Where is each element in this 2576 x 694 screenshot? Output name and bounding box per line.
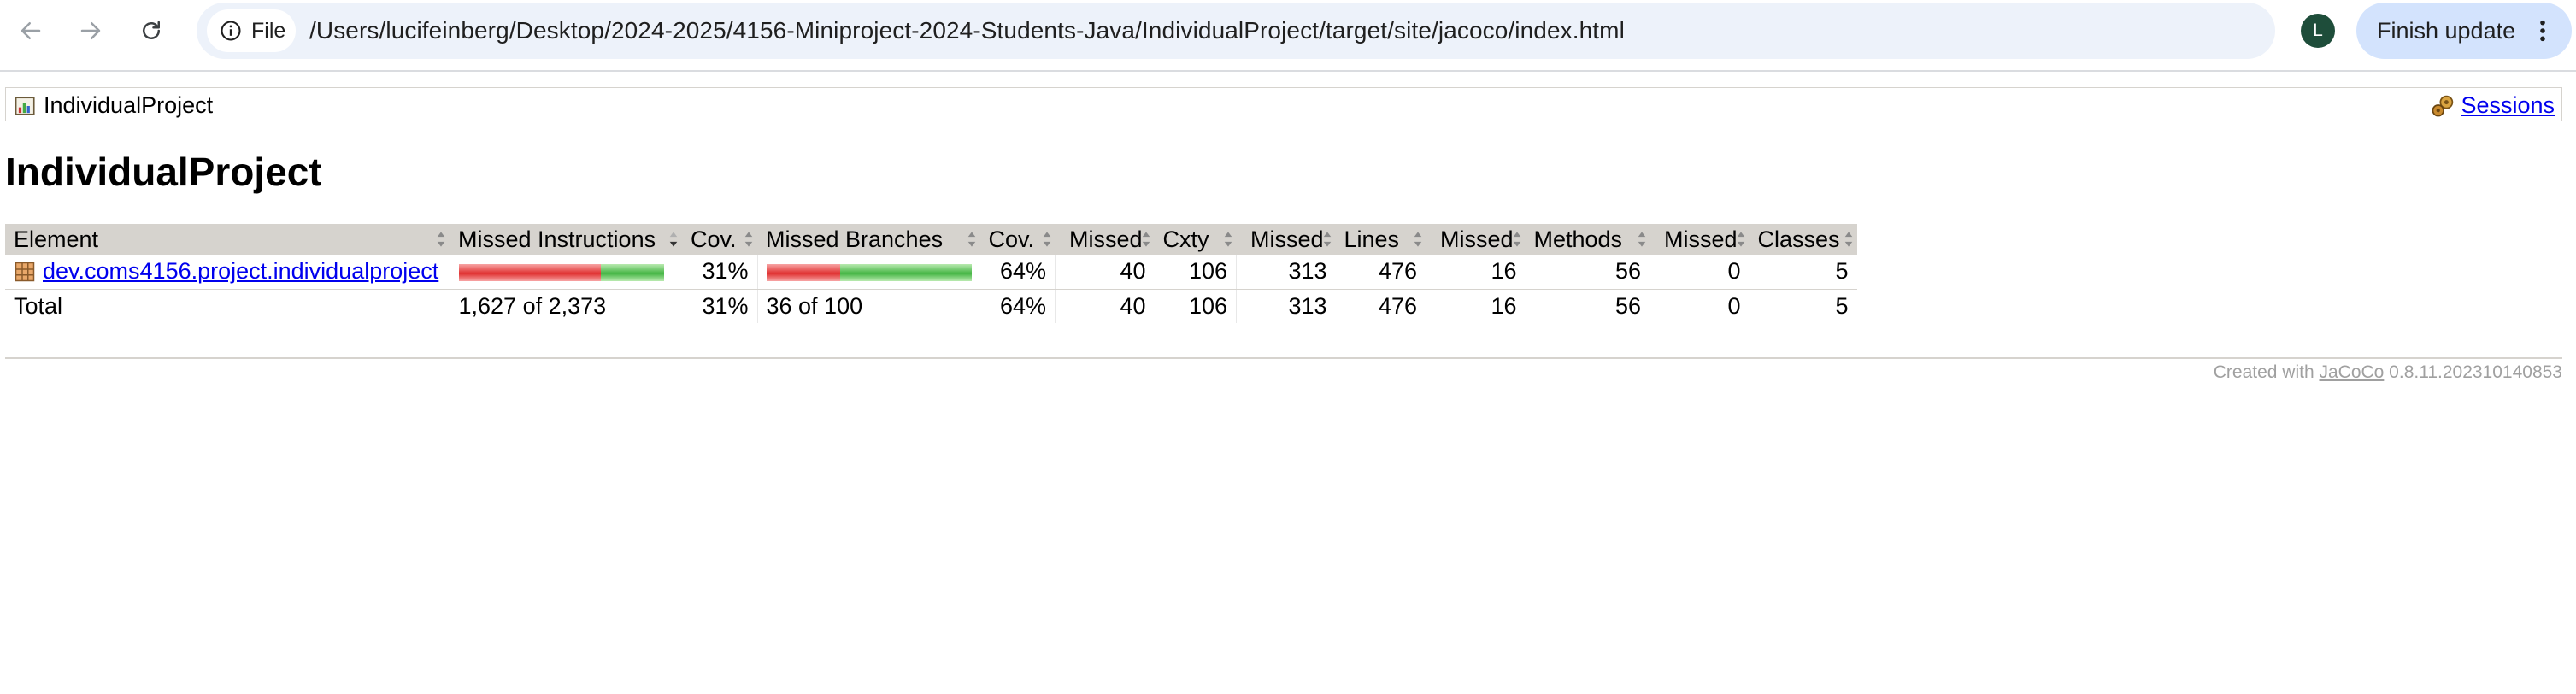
column-header-element[interactable]: Element: [5, 224, 450, 255]
sort-icon: [1414, 232, 1421, 247]
methods-cell: 56: [1525, 255, 1650, 290]
missed-instructions-bar-cell: [449, 255, 682, 290]
footer-divider: [5, 357, 2562, 359]
sort-icon: [967, 232, 975, 247]
total-row: Total 1,627 of 2,373 31% 36 of 100 64% 4…: [5, 289, 1857, 323]
arrow-right-icon: [80, 22, 101, 39]
profile-avatar[interactable]: L: [2301, 14, 2335, 48]
instructions-coverage-bar: [458, 263, 664, 281]
sort-icon: [1224, 232, 1232, 247]
site-info-chip[interactable]: File: [207, 9, 296, 52]
sort-icon: [744, 232, 753, 247]
missed-branches-bar-cell: [756, 255, 980, 290]
arrow-left-icon: [21, 22, 41, 39]
finish-update-button[interactable]: Finish update: [2356, 3, 2572, 59]
sort-icon: [1142, 232, 1150, 247]
cxty-cell: 106: [1154, 255, 1237, 290]
column-header-missed-branches[interactable]: Missed Branches: [757, 224, 980, 255]
column-header-lines-missed[interactable]: Missed: [1236, 224, 1336, 255]
table-row: dev.coms4156.project.individualproject 3…: [5, 255, 1857, 290]
column-header-instructions-cov[interactable]: Cov.: [682, 224, 757, 255]
forward-button[interactable]: [72, 12, 109, 50]
column-header-lines[interactable]: Lines: [1335, 224, 1426, 255]
total-cxty-missed: 40: [1055, 289, 1155, 323]
total-cxty: 106: [1188, 292, 1227, 319]
methods-missed-cell: 16: [1426, 255, 1526, 290]
total-branches: 36 of 100: [756, 289, 980, 323]
total-branches-cov: 64%: [999, 292, 1046, 319]
total-methods-missed: 16: [1426, 289, 1526, 323]
total-methods: 56: [1614, 292, 1641, 319]
breadcrumb: IndividualProject Sessions: [5, 87, 2562, 121]
total-classes: 5: [1835, 292, 1849, 319]
footer: Created with JaCoCo 0.8.11.202310140853: [2214, 362, 2562, 383]
sort-icon: [1737, 232, 1744, 247]
column-header-cxty-missed[interactable]: Missed: [1055, 224, 1155, 255]
finish-update-label: Finish update: [2377, 17, 2516, 44]
total-instructions-cov: 31%: [702, 292, 749, 319]
instructions-cov-cell: 31%: [682, 255, 757, 290]
breadcrumb-item-report: IndividualProject: [15, 92, 213, 119]
package-link[interactable]: dev.coms4156.project.individualproject: [43, 258, 439, 285]
footer-prefix: Created with: [2213, 362, 2320, 382]
package-icon: [15, 262, 35, 281]
address-bar[interactable]: File /Users/lucifeinberg/Desktop/2024-20…: [197, 3, 2438, 59]
scheme-label: File: [251, 18, 286, 43]
table-header-row: Element Missed Instructions Cov. Missed …: [5, 224, 1857, 255]
lines-cell: 476: [1335, 255, 1426, 290]
sort-icon: [437, 232, 445, 247]
instructions-missed-segment: [458, 263, 601, 281]
column-header-classes[interactable]: Classes: [1749, 224, 1857, 255]
classes-missed-cell: 0: [1650, 255, 1750, 290]
coverage-table: Element Missed Instructions Cov. Missed …: [5, 224, 1857, 323]
reload-icon: [143, 21, 160, 39]
total-label: Total: [14, 292, 63, 319]
breadcrumb-label: IndividualProject: [44, 92, 214, 118]
sort-icon: [1513, 232, 1520, 247]
column-header-methods-missed[interactable]: Missed: [1426, 224, 1526, 255]
url-text[interactable]: /Users/lucifeinberg/Desktop/2024-2025/41…: [309, 17, 1625, 44]
element-cell: dev.coms4156.project.individualproject: [5, 255, 450, 290]
footer-version: 0.8.11.202310140853: [2384, 362, 2562, 382]
sort-descending-icon: [669, 232, 678, 247]
sort-icon: [1844, 232, 1852, 247]
column-header-branches-cov[interactable]: Cov.: [979, 224, 1056, 255]
total-lines: 476: [1378, 292, 1417, 319]
toolbar-divider: [0, 70, 2576, 72]
classes-cell: 5: [1749, 255, 1857, 290]
branches-coverage-bar: [766, 263, 972, 281]
cxty-missed-cell: 40: [1055, 255, 1155, 290]
column-header-classes-missed[interactable]: Missed: [1650, 224, 1750, 255]
column-header-cxty[interactable]: Cxty: [1154, 224, 1237, 255]
branches-covered-segment: [839, 263, 972, 281]
sessions-icon: [2432, 95, 2454, 116]
branches-missed-segment: [766, 263, 840, 281]
page-title: IndividualProject: [5, 150, 322, 194]
sessions-link[interactable]: Sessions: [2461, 92, 2555, 118]
browser-toolbar: File /Users/lucifeinberg/Desktop/2024-20…: [0, 0, 2576, 65]
sort-icon: [1043, 232, 1050, 247]
total-lines-missed: 313: [1236, 289, 1336, 323]
total-classes-missed: 0: [1650, 289, 1750, 323]
lines-missed-cell: 313: [1236, 255, 1336, 290]
jacoco-link[interactable]: JaCoCo: [2319, 362, 2385, 382]
total-instructions: 1,627 of 2,373: [449, 289, 682, 323]
info-icon: [221, 21, 241, 41]
sort-icon: [1638, 232, 1645, 247]
branches-cov-cell: 64%: [979, 255, 1056, 290]
back-button[interactable]: [12, 12, 50, 50]
reload-button[interactable]: [132, 12, 170, 50]
report-icon: [15, 96, 35, 115]
column-header-missed-instructions[interactable]: Missed Instructions: [450, 224, 682, 255]
more-menu-icon[interactable]: [2526, 14, 2560, 48]
instructions-covered-segment: [600, 263, 664, 281]
sessions-link-container: Sessions: [2430, 92, 2555, 119]
sort-icon: [1323, 232, 1331, 247]
column-header-methods[interactable]: Methods: [1525, 224, 1650, 255]
